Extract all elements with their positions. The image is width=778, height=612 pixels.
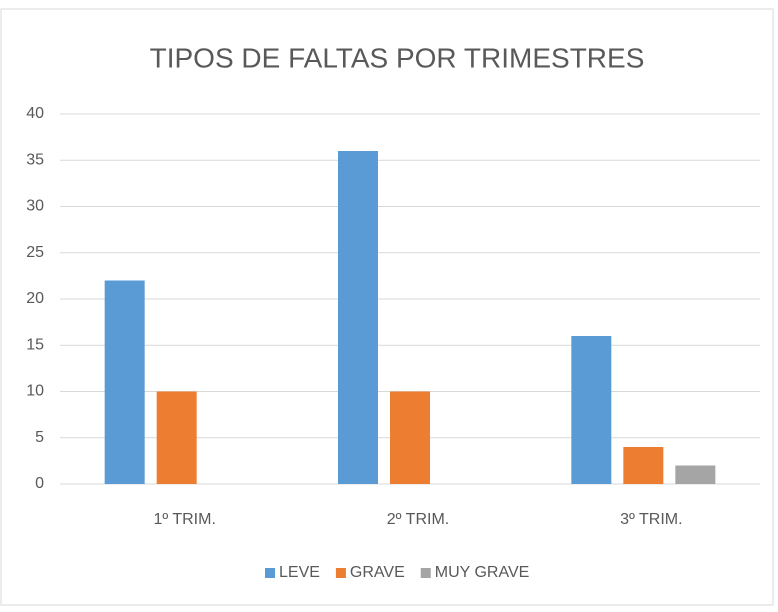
y-tick-label: 15 (26, 336, 44, 353)
y-tick-label: 5 (35, 429, 44, 446)
legend-label: LEVE (279, 564, 320, 581)
legend-swatch (265, 568, 275, 578)
x-tick-label: 1º TRIM. (153, 511, 215, 528)
legend-label: GRAVE (350, 564, 405, 581)
bar (156, 391, 197, 484)
y-tick-label: 0 (35, 475, 44, 492)
x-tick-label: 3º TRIM. (620, 511, 682, 528)
legend-swatch (335, 568, 346, 578)
bar (338, 151, 378, 484)
bar (104, 280, 145, 484)
bar (623, 447, 664, 484)
x-tick-label: 2º TRIM. (387, 511, 449, 528)
bar (675, 465, 716, 484)
legend-swatch (420, 568, 431, 578)
y-tick-label: 25 (26, 244, 44, 261)
y-tick-label: 40 (26, 105, 44, 122)
y-tick-label: 35 (26, 151, 44, 168)
chart-title: TIPOS DE FALTAS POR TRIMESTRES (150, 42, 645, 73)
bar (571, 336, 612, 484)
y-tick-label: 10 (26, 383, 44, 400)
bar (390, 391, 430, 484)
legend-label: MUY GRAVE (435, 564, 530, 581)
y-tick-label: 20 (26, 290, 44, 307)
y-tick-label: 30 (26, 198, 44, 215)
